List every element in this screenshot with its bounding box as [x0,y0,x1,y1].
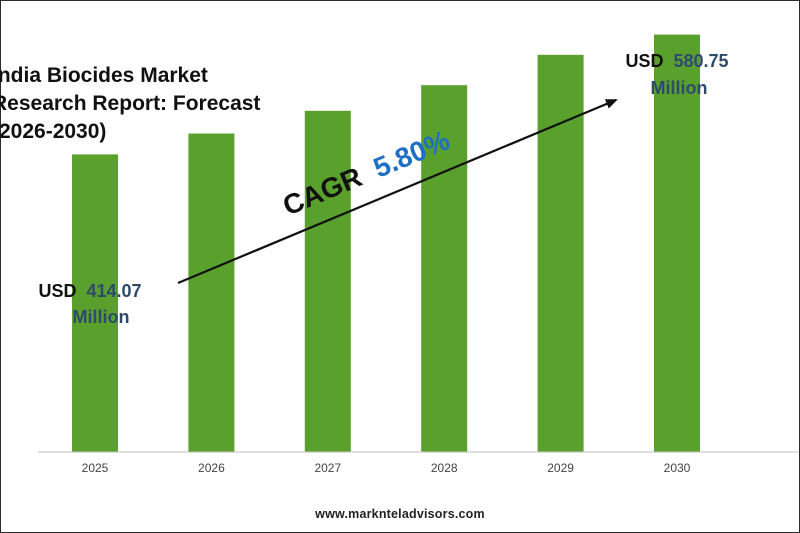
x-tick-2030: 2030 [664,461,691,475]
x-tick-2029: 2029 [547,461,574,475]
start-amount: 414.07 [86,281,141,301]
bar-2030 [654,34,700,452]
growth-arrow [177,98,618,285]
bar-2026 [188,133,235,452]
end-value-label: USD 580.75 [625,51,728,71]
bars-group [72,34,700,453]
end-currency: USD [625,51,663,71]
footer-url: www.marknteladvisors.com [315,507,485,521]
chart-title: India Biocides Market Research Report: F… [0,62,322,146]
title-line-1: India Biocides Market [0,64,208,87]
bar-2027 [304,110,351,453]
start-value-label: USD 414.07 [38,281,141,301]
start-currency: USD [38,281,76,301]
bar-2029 [537,54,584,453]
x-tick-labels: 2025 2026 2027 2028 2029 2030 [82,461,691,475]
x-tick-2027: 2027 [314,461,341,475]
bar-2028 [421,85,468,452]
end-unit: Million [651,78,708,98]
x-tick-2028: 2028 [431,461,458,475]
bar-2025 [72,154,118,452]
x-tick-2025: 2025 [82,461,109,475]
title-line-2: Research Report: Forecast [0,92,261,115]
title-line-3: (2026-2030) [0,120,107,143]
start-unit: Million [73,307,130,327]
x-tick-2026: 2026 [198,461,225,475]
end-amount: 580.75 [673,51,728,71]
